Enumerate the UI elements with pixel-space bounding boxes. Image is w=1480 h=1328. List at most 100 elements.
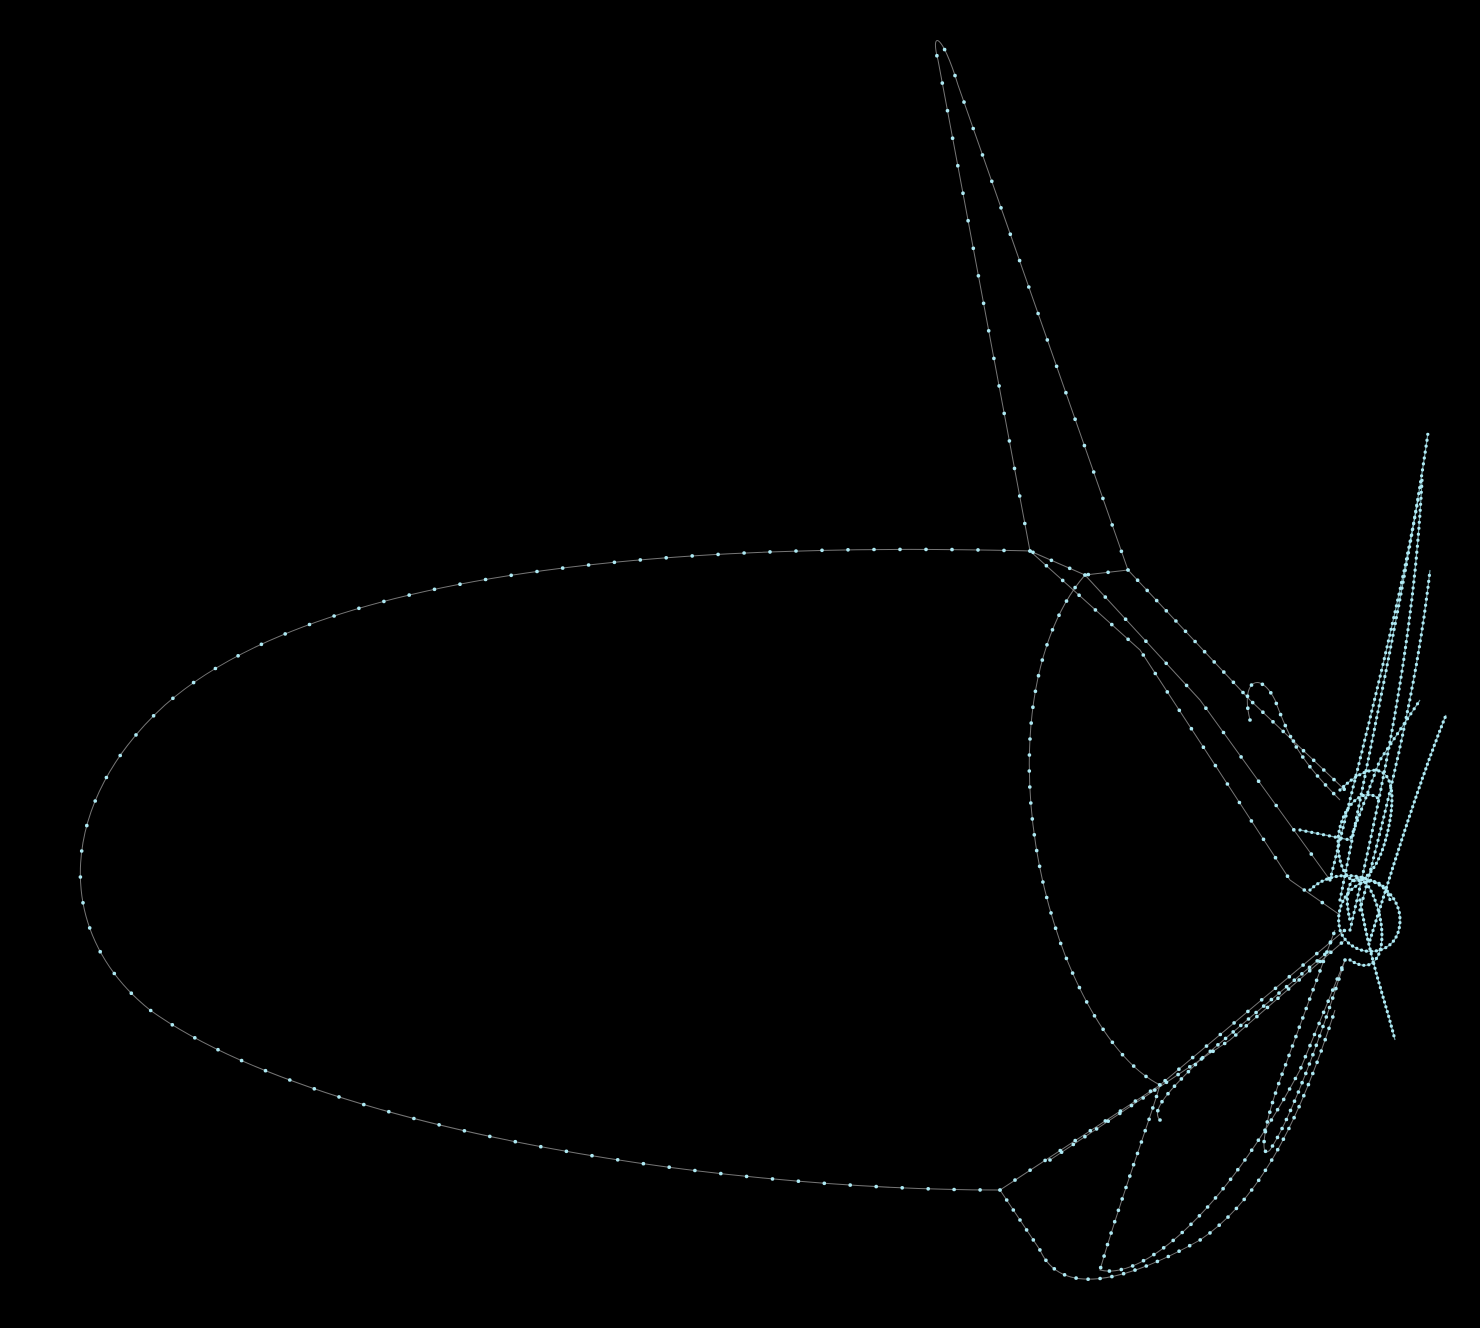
node [1401, 733, 1405, 737]
node [1412, 522, 1416, 526]
node [1198, 1238, 1202, 1242]
node [1036, 311, 1040, 316]
node [1002, 548, 1006, 553]
node [1204, 706, 1208, 710]
node [796, 1179, 801, 1183]
node [1110, 622, 1114, 627]
node [1387, 1014, 1391, 1019]
node [1031, 550, 1035, 555]
node [1384, 946, 1388, 950]
node [1398, 843, 1402, 847]
node [1378, 793, 1382, 797]
node [1328, 940, 1333, 945]
node [288, 1078, 292, 1082]
edge [1263, 929, 1346, 1153]
edge [1028, 574, 1161, 1086]
node [1424, 767, 1428, 771]
node [1158, 1083, 1162, 1087]
node [1128, 1174, 1132, 1178]
node [1269, 1118, 1274, 1122]
node [1154, 1094, 1159, 1099]
node [1385, 663, 1389, 667]
node [1378, 698, 1382, 702]
node [1226, 1215, 1230, 1219]
node [1270, 1144, 1275, 1148]
node [1419, 781, 1423, 785]
node [1307, 997, 1312, 1001]
node [1393, 610, 1397, 614]
node [1346, 806, 1350, 810]
node [1283, 1063, 1288, 1067]
node [1363, 864, 1367, 868]
node [1338, 859, 1342, 863]
node [1413, 516, 1417, 520]
node [1311, 1052, 1315, 1057]
node [1234, 1206, 1239, 1211]
node [1438, 729, 1442, 733]
node [1425, 591, 1429, 595]
node [1101, 1027, 1105, 1032]
node [1083, 1134, 1087, 1139]
node [1372, 880, 1376, 884]
node [1387, 792, 1391, 796]
node [1381, 662, 1385, 667]
node [1011, 1208, 1016, 1212]
node [1288, 1108, 1293, 1113]
node [509, 573, 513, 578]
node [1415, 544, 1419, 548]
node [1340, 820, 1344, 824]
node [1351, 878, 1355, 883]
node [1429, 753, 1433, 757]
node [1273, 855, 1278, 860]
node [129, 991, 134, 995]
node [1180, 1230, 1184, 1235]
node [1221, 1186, 1225, 1191]
node [539, 1144, 543, 1149]
node [1398, 916, 1402, 920]
node [1308, 764, 1312, 769]
node [1284, 984, 1289, 989]
node [1374, 692, 1378, 696]
node [1355, 876, 1359, 880]
node [1379, 852, 1383, 856]
node [263, 1068, 268, 1073]
node [1411, 680, 1415, 684]
node [1391, 774, 1396, 778]
node [1237, 800, 1242, 805]
node [1323, 1037, 1327, 1042]
node [1396, 930, 1400, 935]
node [1372, 865, 1376, 870]
node [1044, 895, 1049, 900]
node [1385, 775, 1389, 779]
node [1084, 1000, 1089, 1004]
node [1361, 869, 1365, 874]
node [1422, 772, 1426, 776]
node [1340, 933, 1344, 937]
node [1287, 1126, 1291, 1131]
node [1271, 720, 1275, 724]
node [1036, 673, 1041, 678]
node [1064, 599, 1069, 603]
node [1307, 965, 1312, 970]
node [1369, 889, 1373, 893]
node [1411, 586, 1415, 590]
node [87, 926, 92, 930]
node [1288, 734, 1293, 739]
node [1409, 712, 1413, 716]
node [1190, 1055, 1195, 1060]
node [1372, 856, 1376, 860]
node [1064, 390, 1068, 395]
node [1377, 981, 1381, 985]
node [1293, 1076, 1298, 1081]
node [1382, 657, 1386, 661]
node [1262, 1139, 1266, 1144]
node [1256, 1138, 1261, 1142]
node [1360, 807, 1364, 811]
node [1243, 1158, 1247, 1162]
node [1338, 898, 1342, 902]
node [1323, 783, 1328, 787]
node [1331, 791, 1336, 796]
node [1151, 1106, 1155, 1110]
node [1427, 579, 1431, 584]
node [1373, 966, 1377, 970]
